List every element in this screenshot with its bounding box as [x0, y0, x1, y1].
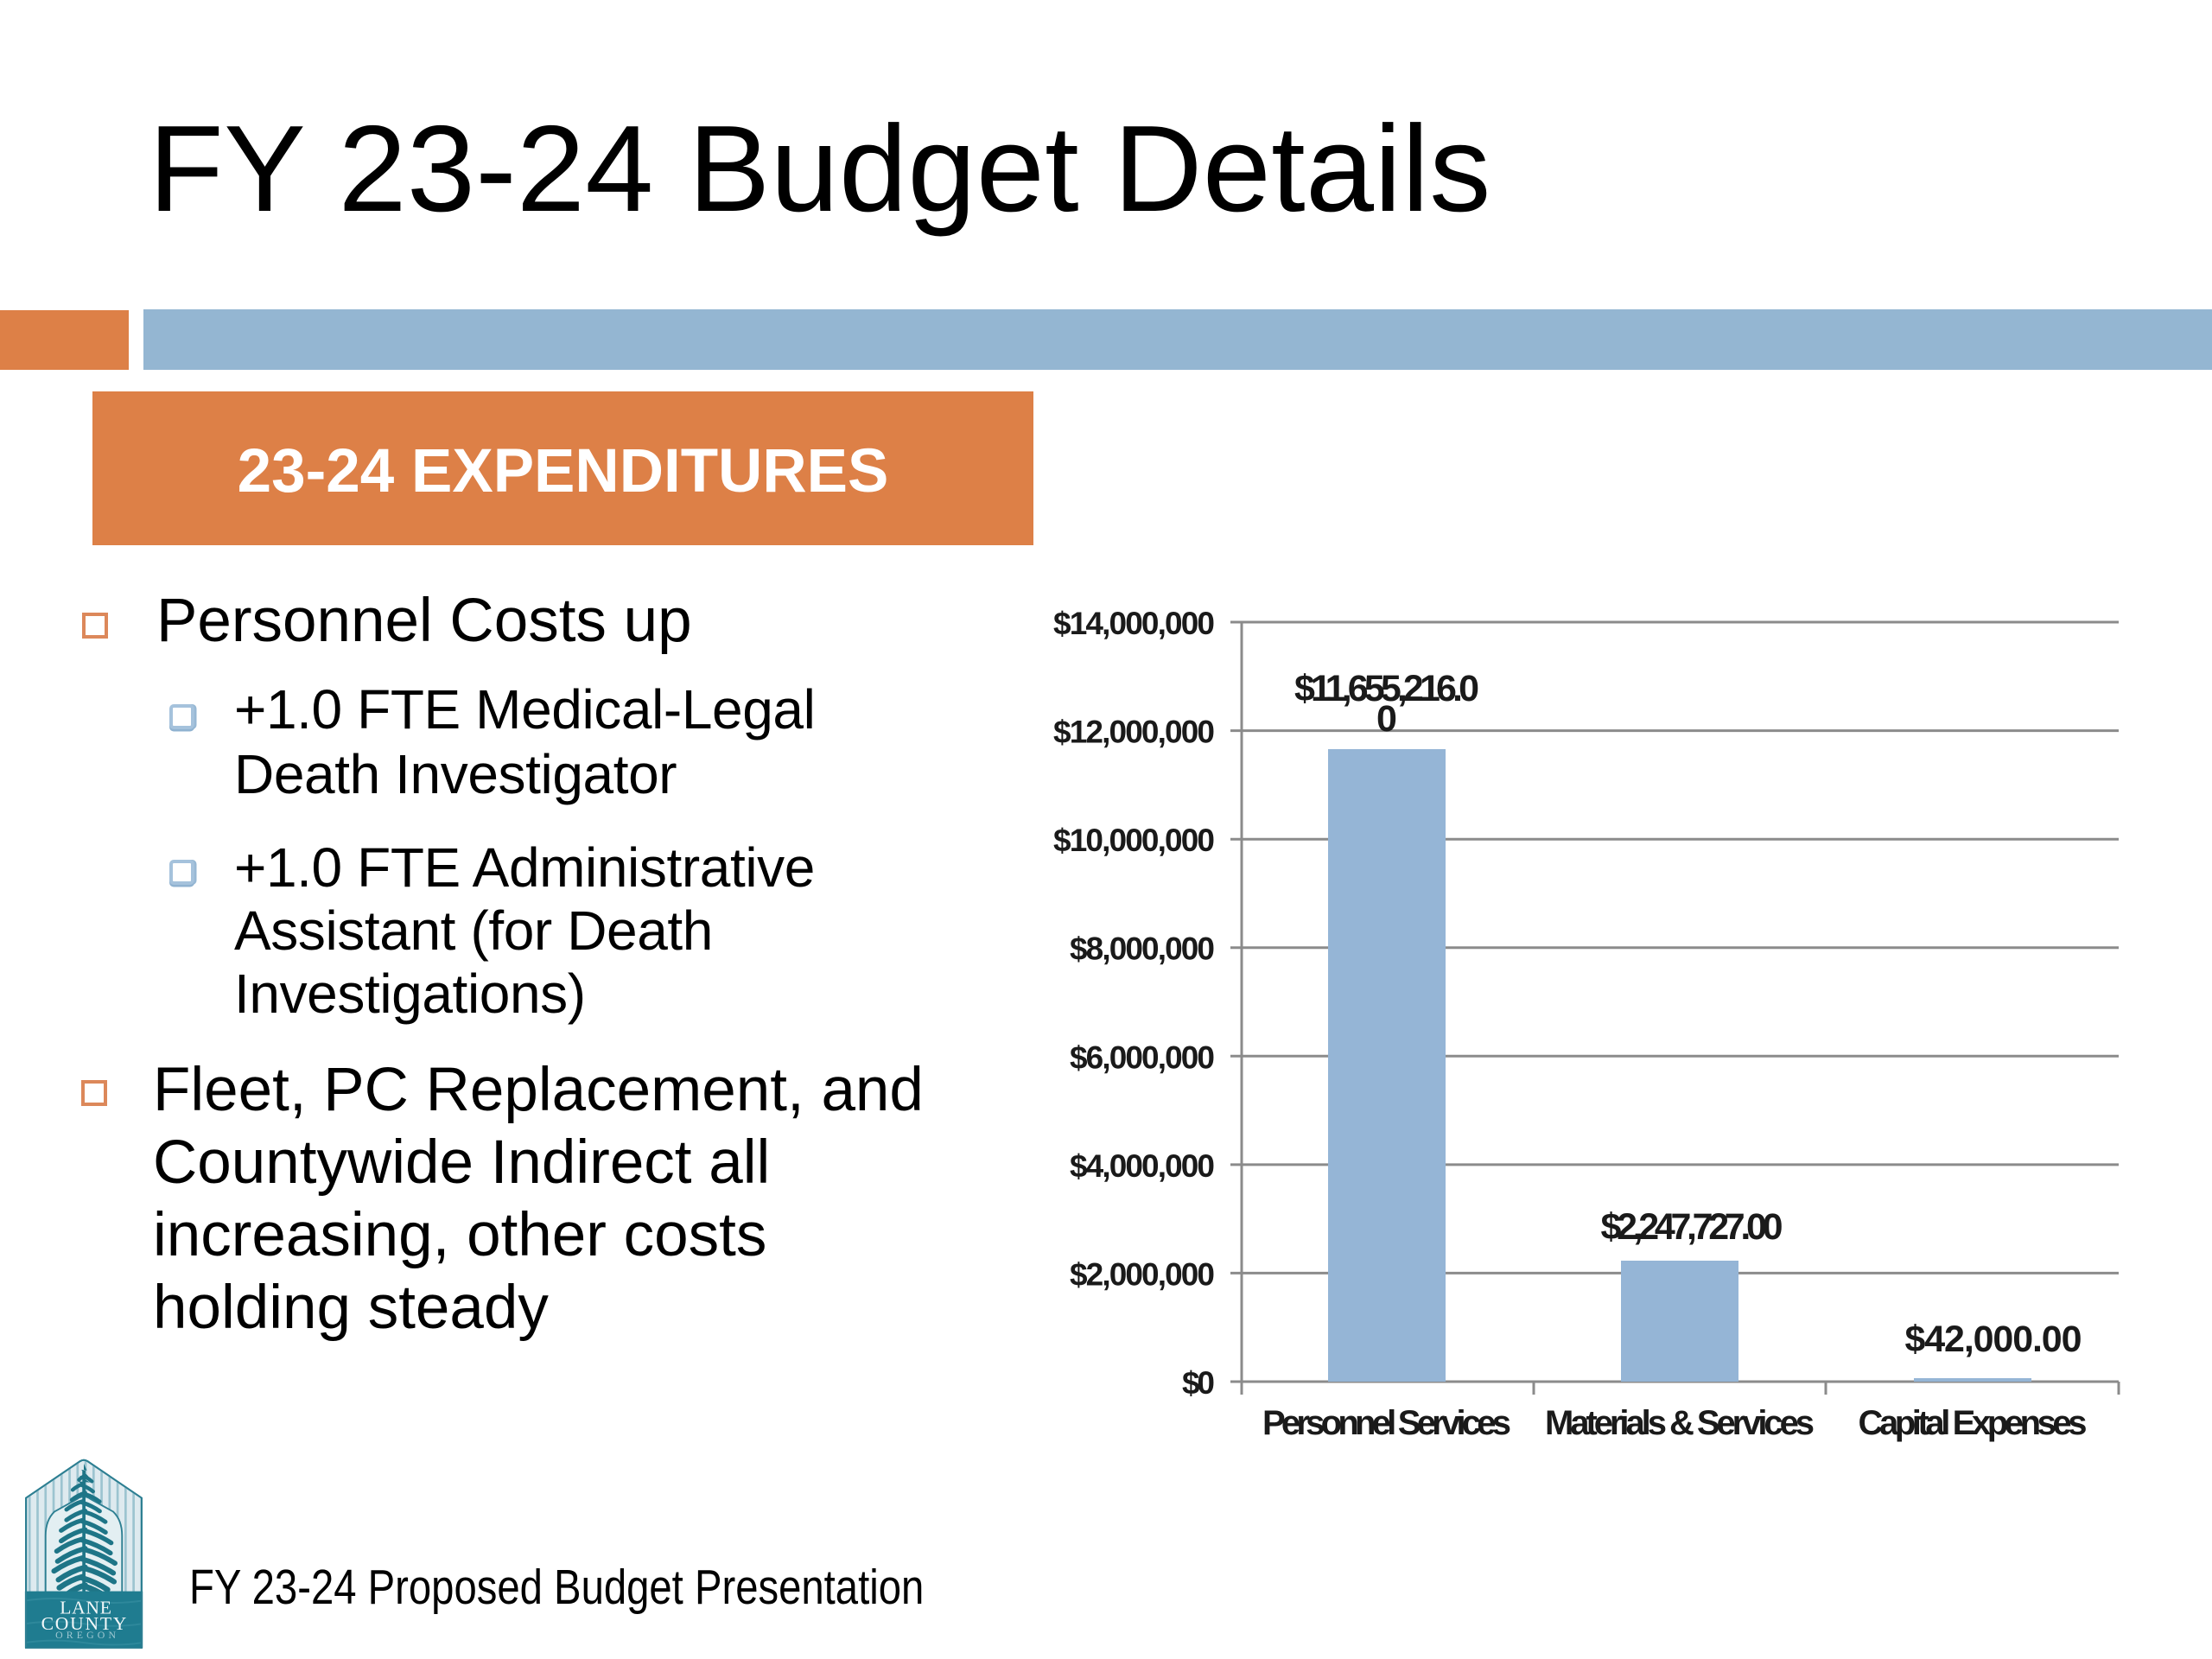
- svg-text:$6,000,000: $6,000,000: [1070, 1039, 1215, 1075]
- svg-text:$4,000,000: $4,000,000: [1070, 1148, 1215, 1184]
- svg-text:$11,655,216.0: $11,655,216.0: [1294, 668, 1479, 709]
- svg-text:$42,000.00: $42,000.00: [1905, 1319, 2082, 1360]
- svg-text:Materials & Services: Materials & Services: [1545, 1404, 1815, 1442]
- svg-text:LANE: LANE: [60, 1598, 111, 1618]
- svg-text:OREGON: OREGON: [55, 1630, 117, 1641]
- svg-text:$10,000,000: $10,000,000: [1053, 823, 1215, 858]
- svg-text:0: 0: [1376, 698, 1397, 740]
- svg-text:$2,247,727.00: $2,247,727.00: [1601, 1206, 1783, 1248]
- svg-text:Capital Expenses: Capital Expenses: [1859, 1404, 2088, 1442]
- svg-text:Personnel Services: Personnel Services: [1262, 1404, 1511, 1442]
- svg-text:$14,000,000: $14,000,000: [1053, 606, 1215, 641]
- svg-text:$8,000,000: $8,000,000: [1070, 931, 1215, 967]
- svg-text:$12,000,000: $12,000,000: [1053, 715, 1215, 750]
- svg-text:$2,000,000: $2,000,000: [1070, 1256, 1215, 1292]
- svg-text:$0: $0: [1182, 1365, 1215, 1401]
